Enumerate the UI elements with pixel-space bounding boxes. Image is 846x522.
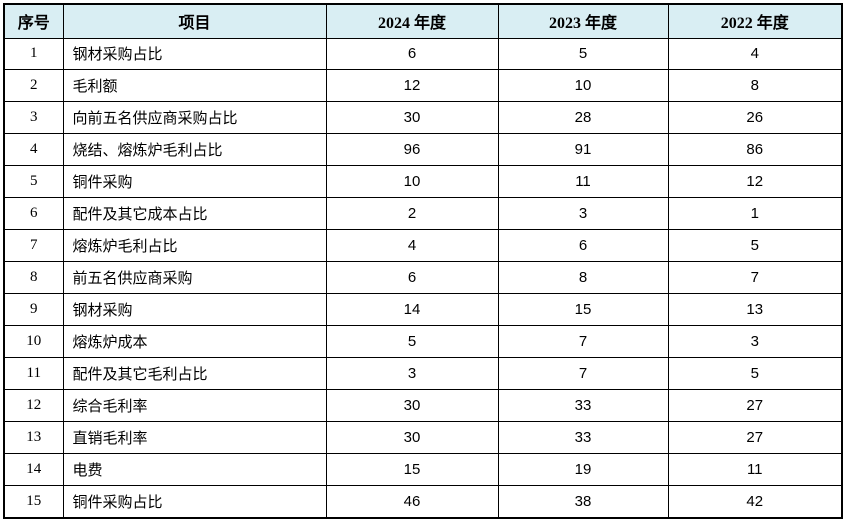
value-2023-cell: 19 xyxy=(497,452,669,486)
value-2024-cell: 4 xyxy=(325,229,499,263)
serial-cell: 5 xyxy=(3,165,64,199)
table-row: 4 烧结、熔炼炉毛利占比 96 91 86 xyxy=(3,133,843,167)
value-2022-cell: 11 xyxy=(667,452,843,486)
value-2024-cell: 30 xyxy=(325,101,499,135)
item-cell: 烧结、熔炼炉毛利占比 xyxy=(62,133,327,167)
value-2022-cell: 5 xyxy=(667,356,843,390)
value-2022-cell: 3 xyxy=(667,324,843,358)
value-2022-cell: 26 xyxy=(667,101,843,135)
item-cell: 铜件采购 xyxy=(62,165,327,199)
value-2022-cell: 5 xyxy=(667,229,843,263)
value-2023-cell: 6 xyxy=(497,229,669,263)
col-header-item: 项目 xyxy=(62,3,327,39)
table-row: 9 钢材采购 14 15 13 xyxy=(3,293,843,326)
item-cell: 铜件采购占比 xyxy=(62,484,327,519)
value-2024-cell: 10 xyxy=(325,165,499,199)
value-2023-cell: 91 xyxy=(497,133,669,167)
table-row: 7 熔炼炉毛利占比 4 6 5 xyxy=(3,229,843,263)
value-2024-cell: 30 xyxy=(325,420,499,454)
table-row: 3 向前五名供应商采购占比 30 28 26 xyxy=(3,101,843,135)
item-cell: 综合毛利率 xyxy=(62,388,327,422)
value-2022-cell: 12 xyxy=(667,165,843,199)
value-2023-cell: 33 xyxy=(497,388,669,422)
value-2023-cell: 7 xyxy=(497,324,669,358)
value-2023-cell: 15 xyxy=(497,293,669,326)
serial-cell: 10 xyxy=(3,324,64,358)
value-2024-cell: 30 xyxy=(325,388,499,422)
value-2023-cell: 7 xyxy=(497,356,669,390)
item-cell: 直销毛利率 xyxy=(62,420,327,454)
serial-cell: 7 xyxy=(3,229,64,263)
item-cell: 向前五名供应商采购占比 xyxy=(62,101,327,135)
item-cell: 前五名供应商采购 xyxy=(62,261,327,294)
value-2022-cell: 27 xyxy=(667,420,843,454)
data-table: 序号 项目 2024 年度 2023 年度 2022 年度 1 钢材采购占比 6 5 4… xyxy=(3,3,843,519)
value-2024-cell: 5 xyxy=(325,324,499,358)
header-row: 序号 项目 2024 年度 2023 年度 2022 年度 xyxy=(3,3,843,39)
serial-cell: 1 xyxy=(3,37,64,71)
value-2024-cell: 15 xyxy=(325,452,499,486)
value-2024-cell: 14 xyxy=(325,293,499,326)
table-row: 11 配件及其它毛利占比 3 7 5 xyxy=(3,356,843,390)
value-2024-cell: 6 xyxy=(325,37,499,71)
value-2022-cell: 13 xyxy=(667,293,843,326)
item-cell: 钢材采购占比 xyxy=(62,37,327,71)
value-2024-cell: 96 xyxy=(325,133,499,167)
serial-cell: 12 xyxy=(3,388,64,422)
serial-cell: 14 xyxy=(3,452,64,486)
item-cell: 配件及其它成本占比 xyxy=(62,197,327,231)
value-2023-cell: 5 xyxy=(497,37,669,71)
value-2022-cell: 86 xyxy=(667,133,843,167)
table-row: 8 前五名供应商采购 6 8 7 xyxy=(3,261,843,294)
value-2022-cell: 42 xyxy=(667,484,843,519)
table-row: 5 铜件采购 10 11 12 xyxy=(3,165,843,199)
serial-cell: 15 xyxy=(3,484,64,519)
table-row: 1 钢材采购占比 6 5 4 xyxy=(3,37,843,71)
item-cell: 毛利额 xyxy=(62,69,327,103)
table-row: 6 配件及其它成本占比 2 3 1 xyxy=(3,197,843,231)
col-header-serial: 序号 xyxy=(3,3,64,39)
value-2023-cell: 33 xyxy=(497,420,669,454)
value-2022-cell: 4 xyxy=(667,37,843,71)
value-2023-cell: 8 xyxy=(497,261,669,294)
serial-cell: 2 xyxy=(3,69,64,103)
col-header-year-2023: 2023 年度 xyxy=(497,3,669,39)
col-header-year-2022: 2022 年度 xyxy=(667,3,843,39)
table-body: 1 钢材采购占比 6 5 4 2 毛利额 12 10 8 3 向前五名供应商采购占比 30 28 26 4 烧结… xyxy=(3,37,843,519)
value-2023-cell: 11 xyxy=(497,165,669,199)
value-2023-cell: 10 xyxy=(497,69,669,103)
table-row: 2 毛利额 12 10 8 xyxy=(3,69,843,103)
serial-cell: 8 xyxy=(3,261,64,294)
serial-cell: 3 xyxy=(3,101,64,135)
table-row: 10 熔炼炉成本 5 7 3 xyxy=(3,324,843,358)
table-row: 15 铜件采购占比 46 38 42 xyxy=(3,484,843,519)
item-cell: 熔炼炉成本 xyxy=(62,324,327,358)
item-cell: 熔炼炉毛利占比 xyxy=(62,229,327,263)
serial-cell: 4 xyxy=(3,133,64,167)
item-cell: 钢材采购 xyxy=(62,293,327,326)
table-row: 13 直销毛利率 30 33 27 xyxy=(3,420,843,454)
value-2023-cell: 28 xyxy=(497,101,669,135)
value-2024-cell: 46 xyxy=(325,484,499,519)
value-2024-cell: 6 xyxy=(325,261,499,294)
value-2024-cell: 12 xyxy=(325,69,499,103)
value-2022-cell: 27 xyxy=(667,388,843,422)
item-cell: 配件及其它毛利占比 xyxy=(62,356,327,390)
value-2022-cell: 7 xyxy=(667,261,843,294)
table-row: 14 电费 15 19 11 xyxy=(3,452,843,486)
serial-cell: 6 xyxy=(3,197,64,231)
table-row: 12 综合毛利率 30 33 27 xyxy=(3,388,843,422)
value-2023-cell: 3 xyxy=(497,197,669,231)
serial-cell: 13 xyxy=(3,420,64,454)
value-2022-cell: 8 xyxy=(667,69,843,103)
item-cell: 电费 xyxy=(62,452,327,486)
col-header-year-2024: 2024 年度 xyxy=(325,3,499,39)
value-2024-cell: 2 xyxy=(325,197,499,231)
serial-cell: 9 xyxy=(3,293,64,326)
value-2023-cell: 38 xyxy=(497,484,669,519)
serial-cell: 11 xyxy=(3,356,64,390)
value-2022-cell: 1 xyxy=(667,197,843,231)
value-2024-cell: 3 xyxy=(325,356,499,390)
